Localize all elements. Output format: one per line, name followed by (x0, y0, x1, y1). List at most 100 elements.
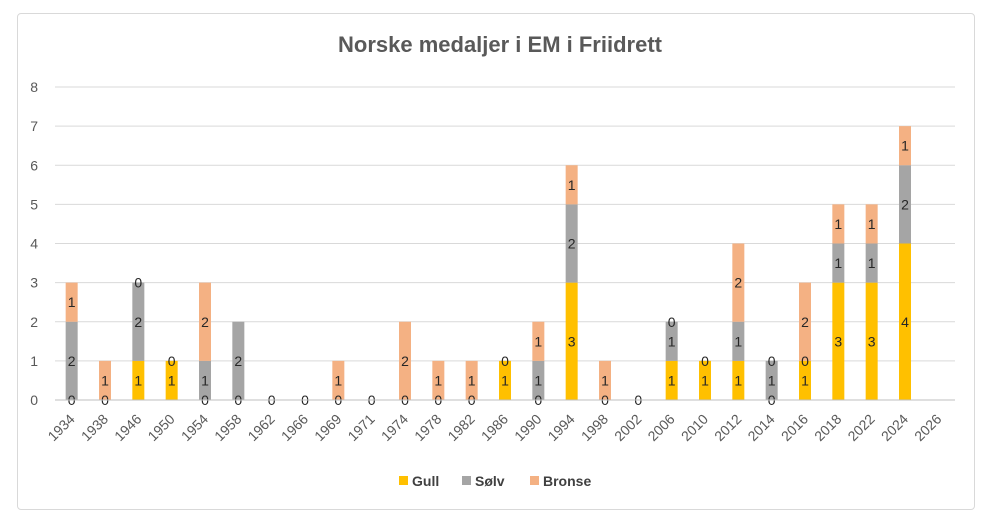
bar-segment (899, 243, 911, 400)
bar-segment (499, 360, 511, 400)
x-tick-label: 1938 (78, 411, 111, 444)
data-label: 1 (768, 372, 776, 388)
data-label: 1 (201, 372, 209, 388)
data-label: 0 (134, 275, 142, 291)
bar-segment (665, 360, 678, 400)
data-label: 1 (468, 372, 476, 388)
bars (65, 126, 911, 400)
data-label: 2 (801, 314, 809, 330)
data-label: 1 (334, 372, 342, 388)
data-label: 1 (668, 372, 676, 388)
data-label: 0 (668, 314, 676, 330)
data-label: 4 (901, 314, 909, 330)
chart-title: Norske medaljer i EM i Friidrett (338, 32, 662, 57)
x-tick-label: 2012 (711, 411, 744, 444)
bar-segment (865, 282, 878, 400)
legend-swatch (399, 476, 408, 485)
data-label: 1 (168, 372, 176, 388)
bar-segment (599, 360, 611, 400)
data-label: 1 (734, 333, 742, 349)
x-tick-label: 1990 (511, 411, 544, 444)
bar-segment (832, 204, 845, 244)
y-tick-label: 2 (30, 314, 38, 330)
bar-segment (899, 165, 911, 244)
bar-segment (132, 360, 145, 400)
bar-segment (199, 282, 211, 361)
bar-segment (732, 321, 745, 361)
data-label: 1 (568, 177, 576, 193)
legend: Gull Sølv Bronse (399, 473, 591, 489)
bar-segment (65, 321, 78, 400)
x-tick-label: 1954 (178, 411, 211, 444)
x-tick-label: 2026 (911, 411, 944, 444)
bar-segment (832, 243, 845, 283)
data-label: 1 (834, 255, 842, 271)
x-tick-label: 1998 (578, 411, 611, 444)
data-label: 1 (801, 372, 809, 388)
bar-segment (99, 360, 111, 400)
x-tick-label: 1946 (111, 411, 144, 444)
bar-segment (732, 243, 745, 322)
y-tick-label: 5 (30, 196, 38, 212)
x-tick-label: 1958 (211, 411, 244, 444)
data-label: 1 (134, 372, 142, 388)
data-label: 1 (534, 333, 542, 349)
bar-segment (665, 321, 678, 361)
legend-label: Bronse (543, 473, 591, 489)
x-tick-label: 2002 (611, 411, 644, 444)
data-label: 1 (434, 372, 442, 388)
bar-segment (399, 321, 411, 400)
bar-segment (199, 360, 211, 400)
data-label: 3 (568, 333, 576, 349)
bar-segment (732, 360, 745, 400)
x-tick-label: 2016 (778, 411, 811, 444)
x-tick-label: 2014 (744, 411, 777, 444)
x-tick-label: 1986 (478, 411, 511, 444)
legend-swatch (530, 476, 539, 485)
data-label: 0 (768, 353, 776, 369)
legend-swatch (462, 476, 471, 485)
x-tick-label: 2010 (678, 411, 711, 444)
x-tick-label: 1969 (311, 411, 344, 444)
y-tick-label: 1 (30, 353, 38, 369)
x-tick-label: 1962 (244, 411, 277, 444)
bar-segment (65, 282, 78, 322)
data-label: 2 (201, 314, 209, 330)
y-tick-label: 4 (30, 236, 38, 252)
legend-label: Gull (412, 473, 439, 489)
legend-label: Sølv (475, 473, 505, 489)
chart-frame (17, 13, 975, 510)
data-label: 1 (501, 372, 509, 388)
data-label: 1 (701, 372, 709, 388)
bar-segment (565, 165, 578, 205)
data-label: 2 (901, 196, 909, 212)
data-label: 1 (834, 216, 842, 232)
x-tick-label: 1950 (144, 411, 177, 444)
bar-segment (532, 321, 545, 361)
data-label: 1 (601, 372, 609, 388)
y-tick-label: 0 (30, 392, 38, 408)
data-label: 3 (834, 333, 842, 349)
bar-segment (565, 204, 578, 283)
data-label: 2 (734, 275, 742, 291)
data-label: 1 (101, 372, 109, 388)
bar-segment (799, 282, 811, 361)
data-label: 2 (401, 353, 409, 369)
x-tick-label: 1994 (544, 411, 577, 444)
data-label: 0 (701, 353, 709, 369)
data-label: 0 (168, 353, 176, 369)
bar-segment (699, 360, 711, 400)
y-axis: 0 1 2 3 4 5 6 7 8 (30, 79, 38, 408)
bar-segment (765, 360, 778, 400)
data-label: 0 (801, 353, 809, 369)
bar-segment (865, 204, 878, 244)
data-label: 0 (501, 353, 509, 369)
x-tick-label: 1982 (444, 411, 477, 444)
data-label: 1 (668, 333, 676, 349)
data-label: 2 (134, 314, 142, 330)
data-label: 1 (868, 255, 876, 271)
x-tick-label: 1966 (278, 411, 311, 444)
bar-segment (865, 243, 878, 283)
bar-segment (899, 126, 911, 166)
